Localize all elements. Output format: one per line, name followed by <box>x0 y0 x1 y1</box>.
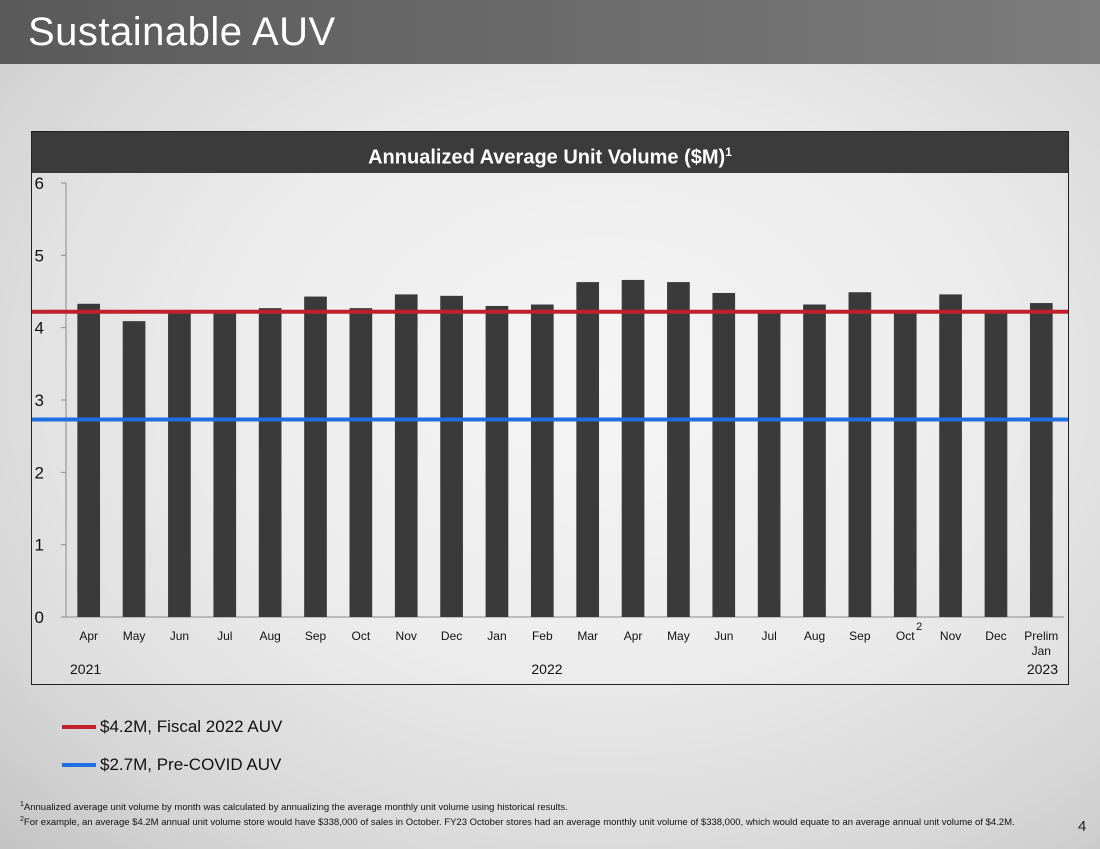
x-tick-label: Apr <box>79 629 98 643</box>
legend-swatch-pre-covid <box>62 763 96 767</box>
title-bar: Sustainable AUV <box>0 0 1100 64</box>
y-tick-label: 4 <box>35 319 44 338</box>
y-tick-label: 6 <box>35 174 44 193</box>
year-label: 2022 <box>531 661 562 677</box>
bar-1 <box>77 303 101 617</box>
x-tick-label: Jun <box>170 629 189 643</box>
x-tick-label: Feb <box>532 629 553 643</box>
footnote-1-marker: 1 <box>20 801 24 808</box>
footnote-1-text: Annualized average unit volume by month … <box>23 802 568 814</box>
footnote-2: 2For example, an average $4.2M annual un… <box>20 814 1070 829</box>
x-tick-label: Nov <box>940 629 961 643</box>
bar-4 <box>213 311 237 617</box>
year-label: 2023 <box>1027 661 1058 677</box>
x-tick-label: May <box>667 629 690 643</box>
legend-swatch-fiscal-2022 <box>62 725 96 729</box>
footnote-2-text: For example, an average $4.2M annual uni… <box>23 816 1015 828</box>
x-tick-label: Mar <box>577 629 598 643</box>
bar-13 <box>621 279 645 617</box>
bar-16 <box>757 312 781 617</box>
bar-12 <box>576 282 600 617</box>
bar-2 <box>122 321 146 617</box>
footnotes: 1Annualized average unit volume by month… <box>20 799 1070 828</box>
x-tick-label: Sep <box>305 629 327 643</box>
x-tick-label: Oct <box>352 629 371 643</box>
footnote-2-marker: 2 <box>20 815 24 823</box>
legend-item-fiscal-2022: $4.2M, Fiscal 2022 AUV <box>62 708 282 746</box>
y-tick-label: 2 <box>35 463 44 482</box>
x-tick-label: Dec <box>441 629 462 643</box>
bar-7 <box>349 308 373 617</box>
x-tick-label: May <box>123 629 146 643</box>
bar-8 <box>394 294 418 617</box>
bar-20 <box>939 294 962 617</box>
y-tick-label: 0 <box>35 608 44 627</box>
x-tick-label: Oct <box>896 629 915 643</box>
x-tick-label: Aug <box>804 629 825 643</box>
legend-item-pre-covid: $2.7M, Pre-COVID AUV <box>62 746 282 784</box>
bar-21 <box>984 311 1008 617</box>
legend: $4.2M, Fiscal 2022 AUV $2.7M, Pre-COVID … <box>62 708 282 784</box>
chart-header: Annualized Average Unit Volume ($M)1 <box>32 132 1068 173</box>
bar-22 <box>1029 303 1053 617</box>
x-tick-label: Apr <box>624 629 643 643</box>
bar-3 <box>168 311 191 617</box>
x-tick-label: Dec <box>985 629 1006 643</box>
y-tick-label: 3 <box>35 391 44 410</box>
x-tick-label: Jan <box>1032 644 1051 658</box>
bar-15 <box>712 292 736 617</box>
y-tick-label: 1 <box>35 536 44 555</box>
chart-title-footnote-marker: 1 <box>725 145 732 159</box>
x-tick-label: Jul <box>217 629 232 643</box>
legend-label-pre-covid: $2.7M, Pre-COVID AUV <box>100 755 282 774</box>
bar-9 <box>440 295 463 617</box>
x-tick-label: Jan <box>487 629 506 643</box>
x-tick-label: Nov <box>396 629 417 643</box>
bar-5 <box>258 308 282 617</box>
page-number: 4 <box>1078 818 1087 835</box>
x-tick-label: Sep <box>849 629 871 643</box>
bar-19 <box>893 311 917 617</box>
chart-title: Annualized Average Unit Volume ($M) <box>368 146 726 169</box>
bar-11 <box>530 304 554 617</box>
bar-14 <box>667 282 690 617</box>
footnote-1: 1Annualized average unit volume by month… <box>20 799 1070 814</box>
x-tick-label: Prelim <box>1024 629 1058 643</box>
bar-6 <box>304 296 327 617</box>
x-tick-label: Jul <box>761 629 776 643</box>
x-tick-footnote-marker: 2 <box>916 621 922 633</box>
y-tick-label: 5 <box>35 246 44 265</box>
x-tick-label: Jun <box>714 629 733 643</box>
bar-17 <box>803 304 826 617</box>
legend-label-fiscal-2022: $4.2M, Fiscal 2022 AUV <box>100 717 283 736</box>
x-tick-label: Aug <box>259 629 280 643</box>
bar-18 <box>848 292 872 617</box>
year-label: 2021 <box>70 661 101 677</box>
slide-title: Sustainable AUV <box>28 10 336 54</box>
bar-10 <box>485 305 509 617</box>
